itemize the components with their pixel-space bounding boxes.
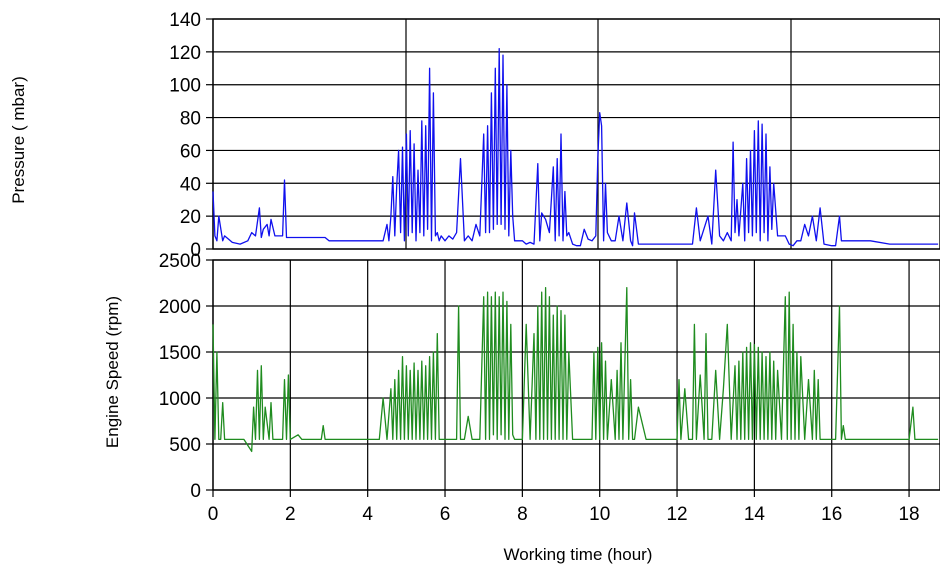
pressure-ytick-label-1: 20 <box>180 207 201 228</box>
pressure-ytick-label-2: 40 <box>180 174 201 195</box>
engine-speed-ytick-label-2: 1000 <box>159 389 201 410</box>
pressure-ytick-label-3: 60 <box>180 141 201 162</box>
engine-speed-ytick-label-0: 0 <box>190 481 201 502</box>
xtick-label-1: 2 <box>285 504 296 525</box>
pressure-plot-frame <box>212 18 940 250</box>
engine-speed-axis-title: Engine Speed (rpm) <box>103 296 122 448</box>
xtick-label-5: 10 <box>589 504 610 525</box>
engine-speed-panel: 0 500 1000 1500 2000 2500 0 2 4 6 8 10 12 14 16 18 <box>159 251 940 525</box>
engine-speed-plot-frame <box>212 259 940 491</box>
pressure-axis-title: Pressure ( mbar) <box>9 76 28 204</box>
pressure-ytick-label-4: 80 <box>180 109 201 130</box>
xtick-label-4: 8 <box>517 504 528 525</box>
xtick-label-0: 0 <box>208 504 219 525</box>
xtick-label-6: 12 <box>666 504 687 525</box>
working-time-axis-title: Working time (hour) <box>504 545 653 564</box>
engine-speed-ytick-label-4: 2000 <box>159 297 201 318</box>
pressure-ytick-label-7: 140 <box>169 10 201 31</box>
pressure-ytick-label-0: 0 <box>190 240 201 261</box>
xtick-label-8: 16 <box>821 504 842 525</box>
engine-speed-ytick-label-5: 2500 <box>159 251 201 272</box>
pressure-ytick-label-5: 100 <box>169 76 201 97</box>
pressure-series-line-0 <box>212 47 939 247</box>
pressure-ytick-label-6: 120 <box>169 43 201 64</box>
xtick-label-7: 14 <box>744 504 766 525</box>
pressure-panel: 0 20 40 60 80 100 120 140 <box>169 10 940 261</box>
engine-speed-ytick-label-1: 500 <box>169 435 201 456</box>
engine-speed-ytick-label-3: 1500 <box>159 343 201 364</box>
xtick-label-9: 18 <box>898 504 919 525</box>
xtick-label-2: 4 <box>362 504 373 525</box>
xtick-label-3: 6 <box>440 504 451 525</box>
engine-speed-series-line-0 <box>212 286 939 453</box>
